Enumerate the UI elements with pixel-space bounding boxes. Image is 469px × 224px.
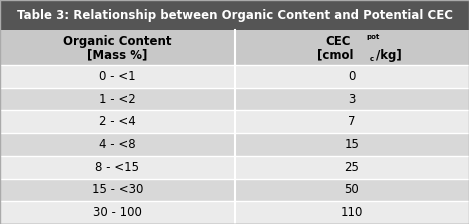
- Text: [Mass %]: [Mass %]: [87, 48, 147, 61]
- Text: 4 - <8: 4 - <8: [99, 138, 136, 151]
- Text: 15: 15: [344, 138, 359, 151]
- Bar: [0, 179, 469, 201]
- Bar: [0, 88, 469, 110]
- Bar: [0, 110, 469, 133]
- Text: 50: 50: [344, 183, 359, 196]
- Text: CEC: CEC: [325, 35, 350, 48]
- Text: 0 - <1: 0 - <1: [99, 70, 136, 83]
- Text: 110: 110: [340, 206, 363, 219]
- Text: Table 3: Relationship between Organic Content and Potential CEC: Table 3: Relationship between Organic Co…: [16, 9, 453, 22]
- Text: 25: 25: [344, 161, 359, 174]
- Bar: [0, 0, 469, 30]
- Text: [cmol: [cmol: [317, 49, 354, 62]
- Text: 7: 7: [348, 115, 356, 128]
- Text: Organic Content: Organic Content: [63, 35, 172, 48]
- Text: 2 - <4: 2 - <4: [99, 115, 136, 128]
- Text: 0: 0: [348, 70, 356, 83]
- Text: c: c: [370, 56, 374, 62]
- Bar: [0, 201, 469, 224]
- Bar: [0, 30, 469, 65]
- Text: 1 - <2: 1 - <2: [99, 93, 136, 106]
- Bar: [0, 156, 469, 179]
- Bar: [0, 65, 469, 88]
- Text: 30 - 100: 30 - 100: [93, 206, 142, 219]
- Text: pot: pot: [366, 34, 379, 40]
- Bar: [0, 133, 469, 156]
- Text: 8 - <15: 8 - <15: [95, 161, 139, 174]
- Text: 3: 3: [348, 93, 356, 106]
- Text: 15 - <30: 15 - <30: [91, 183, 143, 196]
- Text: /kg]: /kg]: [377, 49, 402, 62]
